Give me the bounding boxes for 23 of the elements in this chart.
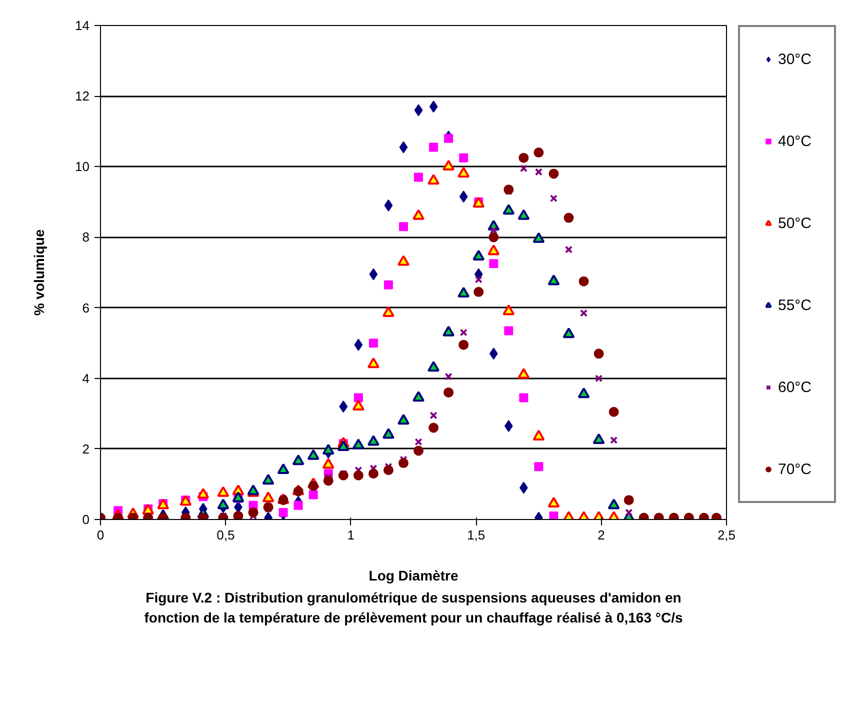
y-tick-label: 0 (82, 512, 90, 527)
y-tick-label: 6 (82, 300, 90, 316)
y-axis-title: % volumique (31, 229, 48, 316)
legend-label: 55°C (778, 296, 812, 314)
y-tick-label: 8 (82, 230, 90, 245)
x-tick-label: 1 (347, 528, 355, 542)
legend-label: 50°C (778, 214, 812, 232)
y-tick-label: 14 (75, 18, 90, 33)
legend-label: 30°C (778, 50, 812, 68)
x-tick-label: 0 (96, 528, 104, 542)
x-axis-title: Log Diamètre (368, 568, 458, 584)
x-tick-label: 2 (598, 528, 605, 542)
y-tick-label: 10 (75, 159, 90, 174)
legend-label: 60°C (778, 378, 812, 396)
y-tick-label: 4 (82, 370, 90, 386)
x-tick-label: 1,5 (467, 528, 486, 542)
y-tick-label: 2 (82, 441, 90, 456)
x-tick-label: 2,5 (717, 528, 736, 542)
y-tick-label: 12 (75, 88, 90, 104)
x-tick-label: 0,5 (216, 528, 235, 542)
text: Figure V.2 : Distribution granulométrique de suspensions aqueuses d'amidon en fonction de la température de prélèvement pour un chauffage réalisé à 0,163 °C/s (144, 590, 683, 626)
legend-label: 40°C (778, 132, 812, 150)
legend-label: 70°C (778, 460, 812, 478)
